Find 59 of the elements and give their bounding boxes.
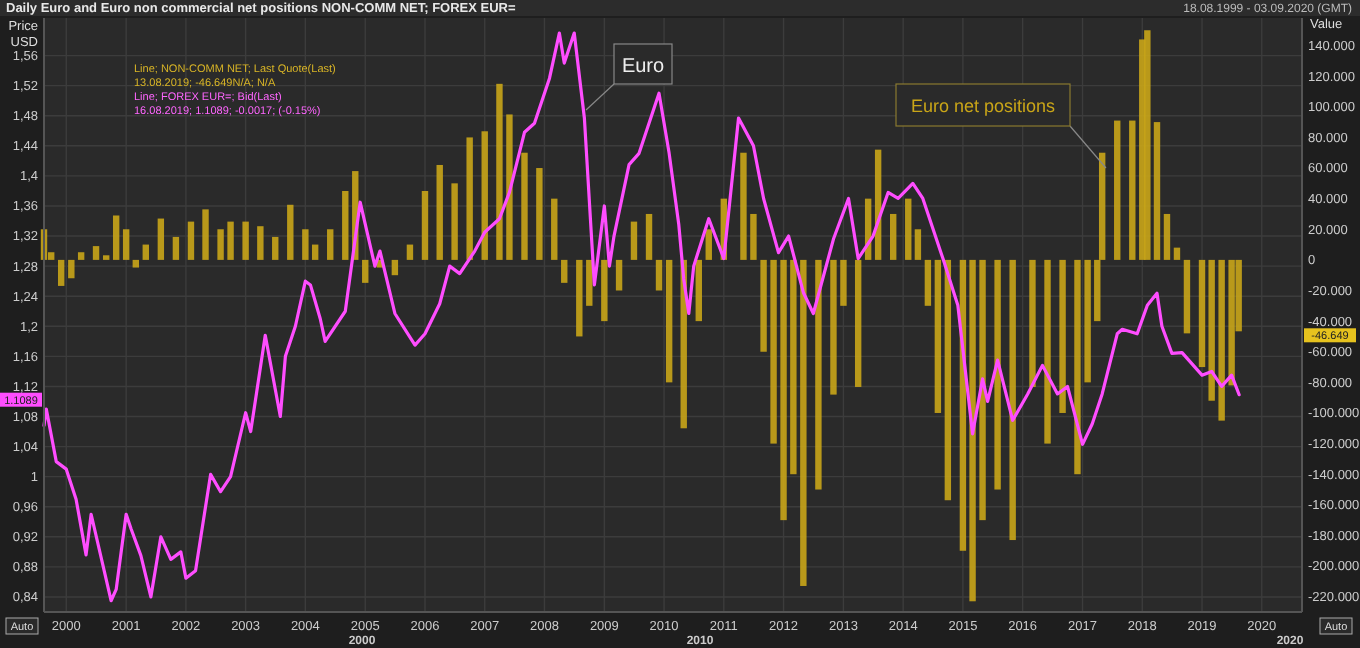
- bar: [924, 259, 932, 306]
- bar: [1059, 259, 1066, 413]
- bar: [287, 204, 294, 260]
- bar: [481, 131, 488, 260]
- bar: [1173, 247, 1181, 260]
- bar: [1183, 259, 1191, 334]
- bar: [914, 229, 922, 260]
- bar: [187, 221, 195, 260]
- bar: [705, 229, 712, 260]
- bar: [272, 236, 279, 260]
- bar: [157, 218, 165, 260]
- bar: [342, 190, 349, 260]
- bar: [436, 164, 443, 260]
- bar: [1163, 213, 1171, 260]
- bar: [406, 244, 414, 260]
- bar: [536, 168, 543, 260]
- bar: [1129, 120, 1136, 260]
- bar: [1009, 259, 1016, 541]
- bar: [362, 259, 369, 283]
- bar: [1044, 259, 1051, 444]
- bar: [421, 190, 429, 260]
- bar: [655, 259, 663, 291]
- bar: [257, 226, 264, 260]
- bar: [934, 259, 942, 413]
- series-label: Euro: [621, 56, 665, 78]
- bar: [451, 183, 458, 260]
- bar: [695, 259, 702, 322]
- bar: [815, 259, 822, 490]
- line-series: [42, 31, 1241, 603]
- bar: [905, 198, 912, 260]
- bar: [242, 221, 249, 260]
- bar: [615, 259, 623, 291]
- bar: [944, 259, 952, 501]
- bar: [854, 259, 862, 387]
- bar: [122, 229, 130, 260]
- bar: [1114, 120, 1121, 260]
- bar: [889, 213, 897, 260]
- bar: [665, 259, 673, 383]
- bar: [521, 152, 528, 260]
- bar: [994, 259, 1001, 490]
- bar: [645, 213, 653, 260]
- bar: [132, 259, 140, 268]
- bar: [551, 198, 558, 260]
- bar: [327, 229, 334, 260]
- bar: [630, 221, 638, 260]
- bar: [561, 259, 568, 283]
- bar: [202, 209, 209, 260]
- text: Euro net positions: [910, 96, 1057, 116]
- bar: [391, 259, 399, 276]
- bar: [601, 259, 608, 322]
- bar: [172, 236, 180, 260]
- bar: [142, 244, 149, 260]
- bar: [92, 246, 100, 260]
- bar: [466, 137, 473, 260]
- bar: [57, 259, 65, 286]
- bar: [1029, 259, 1036, 387]
- bar: [68, 259, 75, 279]
- bar: [77, 252, 85, 260]
- bar: [112, 215, 120, 260]
